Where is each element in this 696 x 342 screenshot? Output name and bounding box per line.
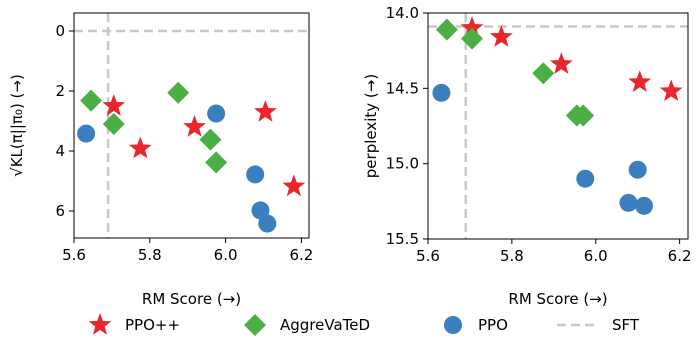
legend-aggrevated-swatch [244, 314, 266, 336]
y-tick-label: 14.5 [386, 79, 419, 97]
ppo--point-4 [659, 79, 683, 102]
x-tick-label: 5.8 [500, 247, 524, 265]
left-panel-kl-vs-rm-score: 5.6 5.8 6.0 6.2 0 2 4 6 RM Score (→) √KL(π||π₀) (… [8, 12, 313, 308]
legend-label: PPO [478, 316, 508, 334]
right-panel-perplexity-vs-rm-score: 5.6 5.8 6.0 6.2 14.0 14.5 15.0 15.5 RM Score (→)… [362, 4, 692, 308]
y-axis-label: perplexity (→) [362, 74, 380, 178]
x-axis-label: RM Score (→) [508, 290, 607, 308]
plot-frame [73, 12, 310, 239]
x-tick-label: 6.0 [214, 246, 238, 264]
aggrevated-point-2 [532, 62, 555, 85]
ppo-point-2 [619, 193, 638, 212]
aggrevated-point-0 [435, 18, 458, 41]
ppo--point-3 [254, 100, 277, 122]
y-tick-label: 14.0 [386, 4, 419, 22]
plot-frame [427, 12, 689, 240]
ppo-point-0 [432, 83, 451, 102]
legend-ppo--swatch [88, 313, 112, 335]
ppo--point-2 [549, 52, 573, 74]
ppo--point-4 [282, 174, 306, 197]
x-tick-label: 5.6 [62, 246, 86, 264]
ppo-point-3 [251, 201, 270, 220]
y-tick-label: 15.5 [386, 230, 419, 248]
aggrevated-point-4 [572, 104, 595, 127]
ppo-point-3 [628, 160, 647, 179]
legend-label: AggreVaTeD [280, 316, 370, 334]
ppo--point-3 [628, 70, 652, 93]
y-tick-label: 15.0 [386, 155, 419, 173]
y-axis-label: √KL(π||π₀) (→) [8, 74, 26, 177]
y-tick-label: 2 [55, 82, 65, 100]
aggrevated-point-1 [461, 27, 484, 50]
x-axis-label: RM Score (→) [142, 290, 241, 308]
x-tick-label: 5.8 [138, 246, 162, 264]
ppo-point-4 [634, 196, 653, 215]
aggrevated-point-0 [80, 89, 103, 112]
ppo--point-0 [460, 16, 484, 38]
legend-ppo-swatch [444, 316, 462, 334]
ppo--point-2 [183, 115, 206, 137]
y-tick-label: 4 [55, 142, 65, 160]
x-tick-label: 6.2 [289, 246, 313, 264]
legend-label: PPO++ [125, 316, 180, 334]
legend-label: SFT [612, 316, 640, 334]
aggrevated-point-4 [205, 151, 228, 174]
ppo-point-2 [246, 165, 265, 184]
y-tick-label: 6 [55, 202, 65, 220]
y-tick-label: 0 [55, 22, 65, 40]
ppo-point-1 [207, 104, 226, 123]
x-tick-label: 6.2 [668, 247, 692, 265]
ppo--point-1 [489, 25, 513, 47]
ppo-point-1 [576, 169, 595, 188]
ppo--point-1 [128, 136, 152, 159]
ppo-point-4 [258, 214, 277, 233]
x-tick-label: 6.0 [584, 247, 608, 265]
aggrevated-point-3 [199, 128, 222, 151]
ppo-point-0 [77, 124, 96, 143]
aggrevated-point-2 [167, 81, 190, 104]
ppo--point-0 [102, 94, 126, 116]
legend: PPO++ AggreVaTeD PPO SFT [88, 313, 640, 336]
x-tick-label: 5.6 [416, 247, 440, 265]
aggrevated-point-1 [102, 113, 125, 135]
